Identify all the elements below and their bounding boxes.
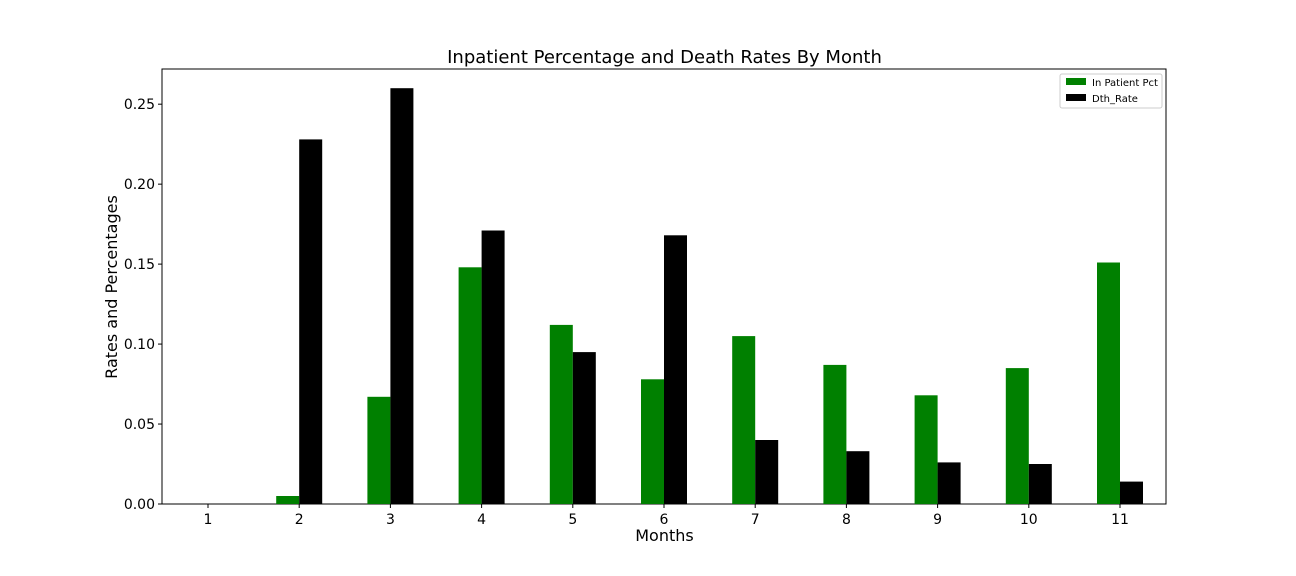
legend: In Patient Pct Dth_Rate <box>1059 73 1163 109</box>
y-tick-label: 0.25 <box>124 97 155 113</box>
y-tick-label: 0.15 <box>124 257 155 273</box>
legend-swatch-dth-rate <box>1066 94 1086 101</box>
legend-label-in-patient-pct: In Patient Pct <box>1092 78 1158 89</box>
x-tick-label: 8 <box>842 512 851 528</box>
legend-swatch-in-patient-pct <box>1066 78 1086 85</box>
bar-dth-rate-9 <box>937 462 961 504</box>
bar-in-patient-pct-7 <box>732 336 756 504</box>
y-tick-label: 0.00 <box>124 497 155 513</box>
chart-title: Inpatient Percentage and Death Rates By … <box>447 47 882 68</box>
y-tick-label: 0.10 <box>124 337 155 353</box>
x-tick-label: 1 <box>204 512 213 528</box>
y-axis-label: Rates and Percentages <box>102 195 121 379</box>
legend-label-dth-rate: Dth_Rate <box>1092 94 1138 105</box>
bar-in-patient-pct-11 <box>1097 262 1120 504</box>
x-tick-label: 3 <box>386 512 395 528</box>
bar-in-patient-pct-8 <box>823 364 847 504</box>
x-tick-label: 11 <box>1111 512 1129 528</box>
bar-in-patient-pct-5 <box>549 324 573 504</box>
bar-dth-rate-8 <box>846 451 870 504</box>
x-axis-label: Months <box>635 526 693 545</box>
bar-dth-rate-6 <box>664 235 687 505</box>
bar-in-patient-pct-4 <box>458 267 482 504</box>
bar-dth-rate-10 <box>1028 464 1052 504</box>
y-tick-label: 0.05 <box>124 417 155 433</box>
x-tick-label: 6 <box>660 512 669 528</box>
bar-in-patient-pct-3 <box>367 396 391 504</box>
bar-in-patient-pct-9 <box>914 395 938 505</box>
bar-dth-rate-7 <box>755 440 779 504</box>
bar-in-patient-pct-10 <box>1005 368 1029 504</box>
bar-in-patient-pct-2 <box>276 496 300 504</box>
x-tick-label: 5 <box>568 512 577 528</box>
bar-dth-rate-3 <box>390 88 414 504</box>
bar-dth-rate-2 <box>299 139 323 504</box>
bar-in-patient-pct-6 <box>641 379 664 504</box>
bars-group <box>276 88 1143 505</box>
bar-dth-rate-11 <box>1120 481 1143 504</box>
x-tick-label: 7 <box>751 512 760 528</box>
y-tick-label: 0.20 <box>124 177 155 193</box>
y-axis-ticks: 0.00 0.05 0.10 0.15 0.20 0.25 <box>124 97 162 513</box>
x-axis-ticks: 1 2 3 4 5 6 7 8 9 10 11 <box>204 504 1129 528</box>
x-tick-label: 4 <box>477 512 486 528</box>
x-tick-label: 9 <box>933 512 942 528</box>
bar-dth-rate-5 <box>572 352 596 504</box>
bar-dth-rate-4 <box>481 230 505 504</box>
x-tick-label: 2 <box>295 512 304 528</box>
x-tick-label: 10 <box>1020 512 1038 528</box>
